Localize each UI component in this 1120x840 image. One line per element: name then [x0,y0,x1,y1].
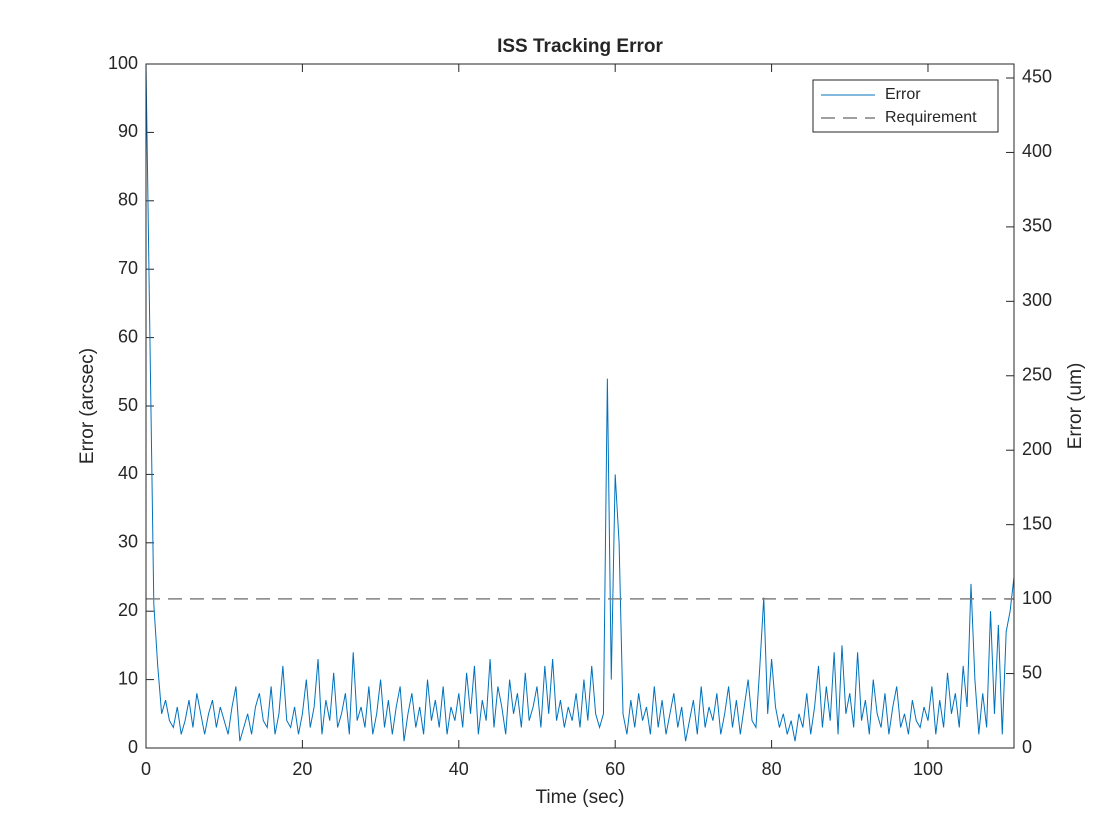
y2-tick-label: 100 [1022,588,1052,608]
y2-tick-label: 450 [1022,67,1052,87]
legend-label: Error [885,86,921,103]
x-tick-label: 60 [605,759,625,779]
axes-box [145,63,1015,749]
y2-tick-label: 200 [1022,439,1052,459]
y-tick-label: 50 [118,395,138,415]
x-tick-label: 0 [141,759,151,779]
y-axis-label: Error (arcsec) [77,348,98,464]
x-tick-label: 80 [762,759,782,779]
y-tick-label: 100 [108,53,138,73]
legend-label: Requirement [885,109,977,126]
y-tick-label: 20 [118,600,138,620]
chart-title: ISS Tracking Error [497,36,663,57]
y-tick-label: 40 [118,463,138,483]
y2-tick-label: 150 [1022,513,1052,533]
y-tick-label: 10 [118,668,138,688]
y2-tick-label: 400 [1022,141,1052,161]
y-tick-label: 70 [118,258,138,278]
y2-tick-label: 250 [1022,365,1052,385]
y2-axis-label: Error (um) [1065,363,1086,450]
series-line [145,63,1015,742]
x-axis-label: Time (sec) [535,787,624,808]
legend-box [812,79,999,133]
y2-tick-label: 50 [1022,662,1042,682]
y-tick-label: 90 [118,121,138,141]
y-tick-label: 60 [118,326,138,346]
y2-tick-label: 300 [1022,290,1052,310]
y2-tick-label: 350 [1022,216,1052,236]
x-tick-label: 40 [449,759,469,779]
x-tick-label: 100 [913,759,943,779]
x-tick-label: 20 [292,759,312,779]
y-tick-label: 80 [118,190,138,210]
y-tick-label: 30 [118,532,138,552]
y-tick-label: 0 [128,737,138,757]
y2-tick-label: 0 [1022,737,1032,757]
